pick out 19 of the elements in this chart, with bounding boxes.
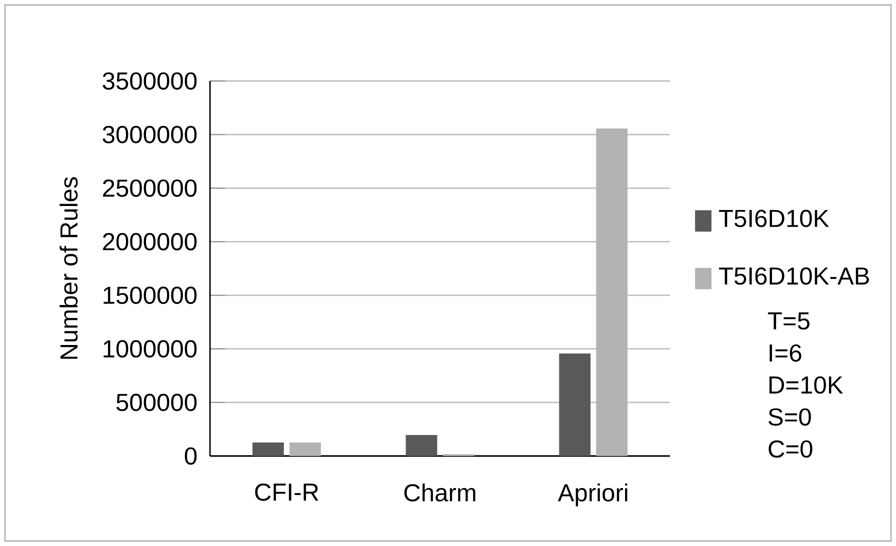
text: S=0 [768,408,811,426]
y-tick-label: 2000000 [103,233,197,250]
y-tick-label: 3500000 [102,72,197,90]
x-tick-label: Apriori [558,483,628,506]
legend-label: T5I6D10K [719,210,829,228]
y-tick-label: 3000000 [102,126,197,144]
y-axis-title: Number of Rules [60,177,78,359]
y-tick-label: 0 [184,447,197,465]
text: D=10K [769,376,844,394]
legend-label: T5I6D10K-AB [719,267,869,285]
text: C=0 [768,440,812,458]
y-tick-label: 500000 [116,394,197,412]
y-tick-label: 2500000 [103,179,197,197]
text: T=5 [768,312,810,330]
y-tick-label: 1500000 [104,286,197,304]
x-tick-label: Charm [404,483,476,502]
text: I=6 [770,344,802,362]
y-tick-label: 1000000 [104,340,197,358]
x-tick-label: CFI-R [255,483,318,501]
